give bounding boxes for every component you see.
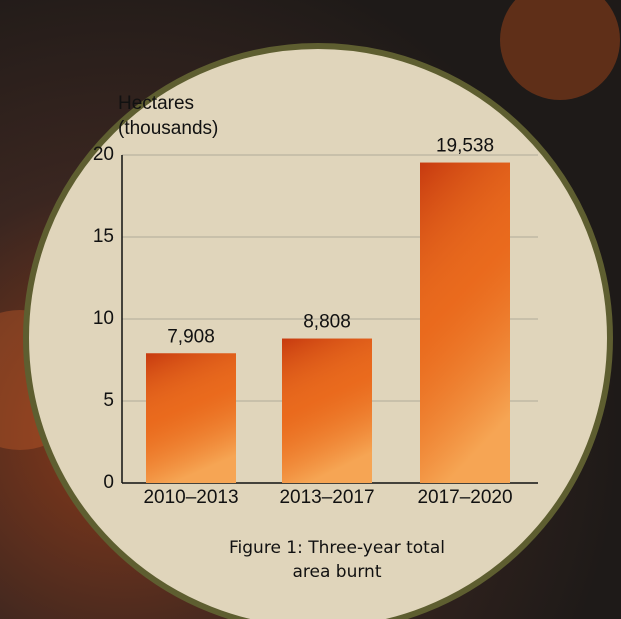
bar [420, 162, 510, 484]
y-tick-label: 10 [93, 308, 114, 329]
y-tick-label: 0 [103, 472, 114, 493]
value-label: 8,808 [303, 312, 351, 333]
y-axis-label: (thousands) [118, 118, 218, 139]
y-tick-label: 20 [93, 144, 114, 165]
x-tick-label: 2013–2017 [279, 487, 374, 508]
y-axis-label: Hectares [118, 93, 194, 114]
bar [282, 338, 372, 483]
caption: Figure 1: Three-year total [229, 538, 445, 558]
value-label: 19,538 [436, 136, 494, 157]
y-tick-label: 15 [93, 226, 114, 247]
value-label: 7,908 [167, 326, 215, 347]
glow [500, 0, 620, 100]
x-tick-label: 2017–2020 [417, 487, 512, 508]
y-tick-label: 5 [103, 390, 114, 411]
bar [146, 353, 236, 483]
x-tick-label: 2010–2013 [143, 487, 238, 508]
caption: area burnt [292, 562, 381, 582]
